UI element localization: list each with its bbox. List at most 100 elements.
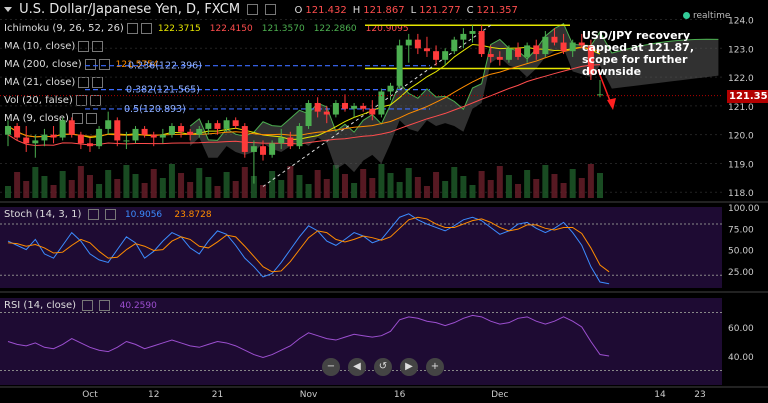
candle-body: [32, 140, 39, 144]
indicator-row[interactable]: MA (21, close): [4, 76, 104, 90]
volume-bar: [515, 184, 522, 198]
indicator-row[interactable]: Vol (20, false): [4, 94, 101, 108]
volume-bar: [332, 165, 339, 198]
candle-body: [123, 140, 130, 142]
reset-button[interactable]: ↺: [374, 358, 392, 376]
realtime-indicator: realtime: [683, 11, 730, 21]
volume-bar: [533, 179, 540, 198]
current-price-tag: 121.357: [727, 90, 768, 103]
volume-bar: [205, 177, 212, 198]
volume-bar: [14, 172, 21, 198]
indicator-row[interactable]: Ichimoku (9, 26, 52, 26) 122.3715 122.4150…: [4, 22, 412, 36]
indicator-settings-icon[interactable]: [78, 76, 90, 88]
ohlc-key-c: C: [466, 5, 474, 16]
indicator-settings-icon[interactable]: [75, 94, 87, 106]
indicator-settings-icon[interactable]: [126, 22, 138, 34]
candle-body: [278, 137, 285, 144]
collapse-arrow-icon[interactable]: [4, 7, 12, 12]
x-tick-label: 23: [694, 390, 705, 400]
candle-body: [241, 126, 248, 152]
volume-bar: [232, 181, 239, 198]
volume-bar: [542, 165, 549, 198]
settings-icon[interactable]: [247, 4, 259, 15]
indicator-label: MA (21, close): [4, 77, 76, 88]
candle-body: [569, 42, 576, 52]
volume-bar: [159, 178, 166, 198]
candle-body: [433, 51, 440, 60]
volume-bar: [41, 176, 48, 198]
indicator-row[interactable]: MA (200, close) 121.5754: [4, 58, 162, 72]
candle-body: [5, 126, 11, 135]
candle-body: [551, 36, 558, 43]
rsi-close-icon[interactable]: [99, 299, 111, 311]
ma-21-line: [7, 46, 601, 138]
volume-bar: [460, 176, 467, 198]
indicator-settings-icon[interactable]: [71, 112, 83, 124]
candle-body: [223, 120, 230, 129]
candle-body: [597, 94, 603, 96]
indicator-settings-icon[interactable]: [78, 40, 90, 52]
volume-bar: [597, 173, 603, 198]
volume-bar: [341, 174, 348, 198]
indicator-close-icon[interactable]: [98, 58, 110, 70]
volume-bar: [305, 184, 312, 198]
ohlc-key-o: O: [294, 5, 303, 16]
candle-body: [187, 131, 194, 135]
volume-bar: [423, 186, 430, 198]
candle-body: [351, 105, 358, 109]
indicator-close-icon[interactable]: [140, 22, 152, 34]
volume-bar: [469, 185, 476, 198]
indicator-label: MA (9, close): [4, 113, 69, 124]
close-icon[interactable]: [265, 4, 277, 15]
volume-bar: [451, 167, 458, 198]
indicator-settings-icon[interactable]: [84, 58, 96, 70]
indicator-value: 120.9095: [365, 24, 409, 34]
indicator-close-icon[interactable]: [92, 76, 104, 88]
volume-bar: [196, 168, 203, 198]
candle-body: [23, 137, 30, 144]
indicator-row[interactable]: MA (10, close): [4, 40, 104, 54]
zoom-out-button[interactable]: −: [322, 358, 340, 376]
candle-body: [560, 42, 567, 52]
indicator-row[interactable]: MA (9, close): [4, 112, 97, 126]
rsi-line: [7, 314, 610, 358]
stoch-legend: Stoch (14, 3, 1) 10.9056 23.8728: [4, 208, 215, 222]
volume-bar: [323, 179, 330, 198]
y-tick-label: 122.0: [728, 74, 754, 84]
volume-bar: [314, 170, 321, 198]
stoch-settings-icon[interactable]: [87, 208, 99, 220]
candle-body: [50, 134, 57, 138]
ohlc-values: O 121.432 H 121.867 L 121.277 C 121.357: [289, 5, 518, 16]
volume-bar: [96, 184, 103, 198]
rsi-title: RSI (14, close): [4, 300, 77, 311]
volume-bar: [168, 164, 175, 198]
volume-bar: [296, 175, 303, 198]
indicator-close-icon[interactable]: [92, 40, 104, 52]
volume-bar: [269, 171, 276, 198]
candle-body: [360, 105, 367, 109]
stoch-title: Stoch (14, 3, 1): [4, 209, 82, 220]
candle-body: [369, 108, 376, 115]
candle-body: [14, 126, 21, 138]
ohlc-value-o: 121.432: [305, 5, 347, 16]
candle-body: [41, 134, 48, 141]
stoch-close-icon[interactable]: [104, 208, 116, 220]
volume-bar: [59, 171, 66, 198]
indicator-label: Ichimoku (9, 26, 52, 26): [4, 23, 124, 34]
indicator-close-icon[interactable]: [85, 112, 97, 124]
scroll-left-button[interactable]: ◀: [348, 358, 366, 376]
x-tick-label: 14: [654, 390, 666, 400]
candle-body: [515, 48, 522, 57]
volume-bar: [260, 185, 267, 198]
indicator-close-icon[interactable]: [89, 94, 101, 106]
candle-body: [214, 123, 221, 129]
volume-bar: [77, 166, 84, 198]
indicator-label: Vol (20, false): [4, 95, 73, 106]
zoom-in-button[interactable]: +: [426, 358, 444, 376]
fib-level-label: 0.5(120.893): [124, 104, 186, 115]
candle-body: [168, 126, 175, 135]
volume-bar: [86, 175, 93, 198]
rsi-settings-icon[interactable]: [82, 299, 94, 311]
scroll-right-button[interactable]: ▶: [400, 358, 418, 376]
